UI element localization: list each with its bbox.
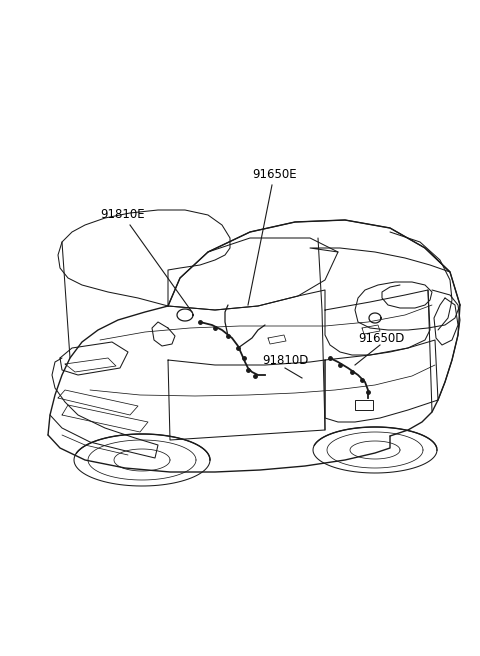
Text: 91650D: 91650D: [358, 331, 404, 344]
FancyBboxPatch shape: [355, 400, 373, 410]
Text: 91810E: 91810E: [100, 209, 144, 222]
Text: 91650E: 91650E: [252, 169, 297, 182]
Text: 91810D: 91810D: [262, 354, 308, 367]
